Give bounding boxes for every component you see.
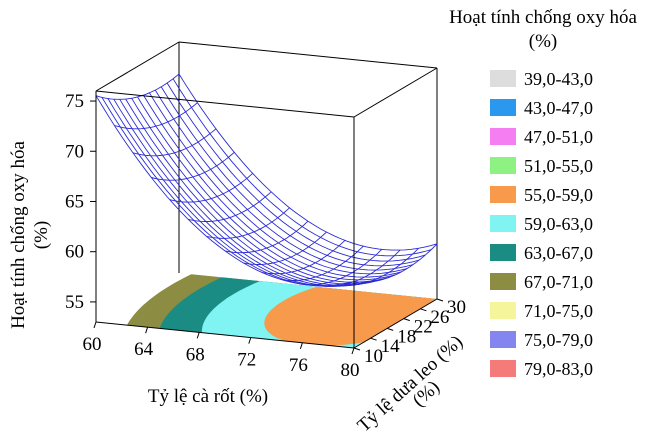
x-tick-mark (351, 347, 355, 355)
y-tick-mark (436, 298, 444, 302)
legend-label: 47,0-51,0 (524, 127, 593, 147)
legend-swatch (490, 128, 516, 145)
surface-gridline-y (172, 78, 432, 257)
z-axis-title-line1: Hoạt tính chống oxy hóa (8, 141, 29, 329)
x-tick-mark (196, 332, 200, 339)
surface-gridline-y (160, 86, 420, 267)
legend-label: 75,0-79,0 (524, 330, 593, 350)
surface-gridline-y (166, 82, 426, 262)
legend-swatch (490, 273, 516, 290)
x-axis-title: Tỷ lệ cà rốt (%) (148, 386, 268, 407)
legend-swatch (490, 360, 516, 377)
x-tick-mark (145, 327, 149, 334)
box-edge (95, 321, 355, 349)
surface-gridline-y (143, 94, 402, 278)
x-tick-label: 60 (83, 334, 102, 355)
legend-label: 71,0-75,0 (524, 301, 593, 321)
legend-label: 55,0-59,0 (524, 185, 593, 205)
legend: Hoạt tính chống oxy hóa (%) 39,0-43,0 43,… (432, 6, 654, 379)
y-tick-mark (370, 337, 377, 341)
box-edge (95, 41, 180, 92)
surface-gridline-x (169, 173, 253, 203)
x-tick-label: 76 (289, 355, 308, 376)
surface-gridline-y (131, 97, 390, 283)
surface-gridline-y (119, 99, 378, 286)
legend-swatch (490, 244, 516, 261)
box-edge (95, 90, 355, 118)
surface-gridline-y (113, 98, 372, 287)
x-tick-mark (299, 342, 303, 349)
z-tick-label: 70 (65, 141, 84, 162)
legend-label: 63,0-67,0 (524, 243, 593, 263)
y-tick-mark (420, 308, 427, 312)
box-edge (178, 41, 438, 69)
legend-swatch (490, 99, 516, 116)
x-tick-mark (248, 337, 252, 344)
y-tick-mark (403, 318, 410, 322)
legend-swatch (490, 331, 516, 348)
surface-gridline-y (178, 73, 438, 251)
z-axis-title-line2: (%) (31, 221, 52, 249)
y-tick-mark (353, 347, 361, 351)
surface-gridline-y (125, 98, 384, 285)
surface-gridline-y (149, 92, 408, 275)
x-tick-label: 80 (341, 360, 360, 381)
z-tick-label: 65 (65, 191, 84, 212)
y-tick-label: 10 (364, 346, 383, 367)
surface-gridline-y (101, 97, 360, 287)
legend-label: 59,0-63,0 (524, 214, 593, 234)
surface-gridline-y (137, 96, 396, 281)
x-tick-label: 68 (186, 344, 205, 365)
legend-label: 43,0-47,0 (524, 98, 593, 118)
legend-label: 79,0-83,0 (524, 359, 593, 379)
legend-title-line1: Hoạt tính chống oxy hóa (449, 7, 637, 28)
z-tick-label: 75 (65, 91, 84, 112)
legend-label: 39,0-43,0 (524, 69, 593, 89)
z-tick-label: 60 (65, 242, 84, 263)
response-surface (95, 73, 438, 287)
y-tick-label: 18 (397, 326, 416, 347)
y-tick-mark (387, 327, 394, 331)
z-tick-label: 55 (65, 292, 84, 313)
y-tick-label: 30 (447, 297, 466, 318)
legend-swatch (490, 302, 516, 319)
y-tick-label: 22 (414, 317, 433, 338)
legend-label: 67,0-71,0 (524, 272, 593, 292)
y-tick-label: 26 (430, 307, 449, 328)
box-edge (353, 67, 438, 118)
legend-swatch (490, 70, 516, 87)
legend-label: 51,0-55,0 (524, 156, 593, 176)
x-tick-label: 64 (134, 339, 154, 360)
legend-title-line2: (%) (528, 31, 558, 52)
legend-swatch (490, 215, 516, 232)
surface-gridline-y (107, 98, 367, 287)
box-edge (353, 298, 438, 349)
legend-swatch (490, 157, 516, 174)
x-tick-mark (93, 321, 97, 329)
y-tick-label: 14 (381, 336, 401, 357)
surface-gridline-y (154, 89, 414, 271)
legend-swatch (490, 186, 516, 203)
x-tick-label: 72 (237, 350, 256, 371)
